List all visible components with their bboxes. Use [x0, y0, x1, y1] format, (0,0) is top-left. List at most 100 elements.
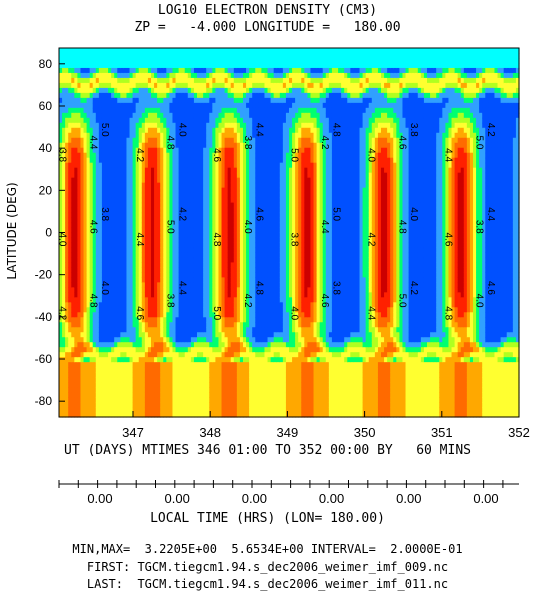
heat-cell	[144, 262, 149, 269]
heat-cell	[135, 402, 140, 408]
heat-cell	[187, 357, 192, 363]
heat-cell	[98, 357, 103, 363]
heat-cell	[138, 212, 143, 219]
heat-cell	[65, 272, 69, 278]
heat-cell	[166, 332, 170, 338]
heat-cell	[178, 247, 183, 254]
heat-cell	[160, 48, 164, 54]
heat-cell	[129, 307, 134, 313]
heat-cell	[129, 48, 134, 54]
heat-cell	[175, 82, 180, 89]
heat-cell	[68, 252, 72, 259]
heat-cell	[172, 48, 177, 54]
heat-cell	[98, 217, 103, 224]
heat-cell	[157, 57, 161, 64]
heat-cell	[98, 297, 103, 303]
heat-cell	[175, 112, 180, 119]
heat-cell	[120, 292, 124, 298]
heat-cell	[92, 347, 97, 353]
heat-cell	[86, 412, 91, 418]
heat-cell	[59, 48, 63, 54]
heat-cell	[77, 177, 82, 184]
heat-cell	[144, 232, 149, 239]
heat-cell	[105, 112, 109, 119]
heat-cell	[157, 372, 161, 378]
heat-cell	[74, 107, 78, 114]
heat-cell	[163, 392, 167, 398]
heat-cell	[83, 102, 88, 109]
heat-cell	[178, 52, 183, 59]
heat-cell	[80, 97, 85, 104]
heat-cell	[117, 177, 121, 184]
heat-cell	[144, 82, 149, 89]
heat-cell	[193, 157, 198, 164]
heat-cell	[111, 77, 115, 84]
heat-cell	[120, 402, 124, 408]
heat-cell	[95, 62, 100, 69]
heat-cell	[123, 162, 128, 169]
heat-cell	[89, 127, 94, 134]
heat-cell	[83, 97, 88, 104]
heat-cell	[141, 92, 146, 99]
heat-cell	[172, 352, 177, 358]
heat-cell	[197, 187, 201, 194]
heat-cell	[144, 297, 149, 303]
heat-cell	[197, 312, 201, 318]
heat-cell	[175, 232, 180, 239]
heat-cell	[178, 97, 183, 104]
heat-cell	[160, 87, 164, 94]
heat-cell	[92, 382, 97, 388]
heat-cell	[86, 352, 91, 358]
heat-cell	[147, 232, 152, 239]
heat-cell	[62, 392, 66, 398]
heat-cell	[77, 242, 82, 249]
heat-cell	[169, 332, 174, 338]
heat-cell	[175, 77, 180, 84]
heat-cell	[95, 302, 100, 308]
heat-cell	[166, 252, 170, 259]
heat-cell	[141, 247, 146, 254]
heat-cell	[151, 352, 155, 358]
heat-cell	[126, 137, 131, 144]
heat-cell	[123, 192, 128, 199]
heat-cell	[89, 257, 94, 264]
heat-cell	[187, 352, 192, 358]
heat-cell	[117, 307, 121, 313]
heat-cell	[151, 127, 155, 134]
heat-cell	[68, 172, 72, 179]
heat-cell	[123, 357, 128, 363]
heat-cell	[184, 92, 189, 99]
heat-cell	[126, 112, 131, 119]
heat-cell	[163, 412, 167, 418]
heat-cell	[190, 337, 195, 343]
heat-cell	[117, 232, 121, 239]
heat-cell	[74, 297, 78, 303]
heat-cell	[123, 142, 128, 149]
heat-cell	[123, 132, 128, 139]
heat-cell	[117, 92, 121, 99]
heat-cell	[154, 122, 158, 129]
heat-cell	[114, 362, 118, 368]
heat-cell	[92, 207, 97, 214]
heat-cell	[114, 167, 118, 174]
heat-cell	[129, 72, 134, 79]
heat-cell	[178, 257, 183, 264]
heat-cell	[147, 117, 152, 124]
heat-cell	[108, 392, 112, 398]
heat-cell	[62, 142, 66, 149]
heat-cell	[184, 162, 189, 169]
heat-cell	[160, 257, 164, 264]
heat-cell	[151, 222, 155, 229]
heat-cell	[178, 382, 183, 388]
heat-cell	[89, 62, 94, 69]
heat-cell	[77, 387, 82, 393]
heat-cell	[160, 227, 164, 234]
heat-cell	[135, 367, 140, 373]
heat-cell	[129, 317, 134, 323]
heat-cell	[83, 142, 88, 149]
heat-cell	[129, 152, 134, 159]
heat-cell	[163, 122, 167, 129]
heat-cell	[83, 107, 88, 114]
heat-cell	[126, 332, 131, 338]
heat-cell	[172, 282, 177, 288]
